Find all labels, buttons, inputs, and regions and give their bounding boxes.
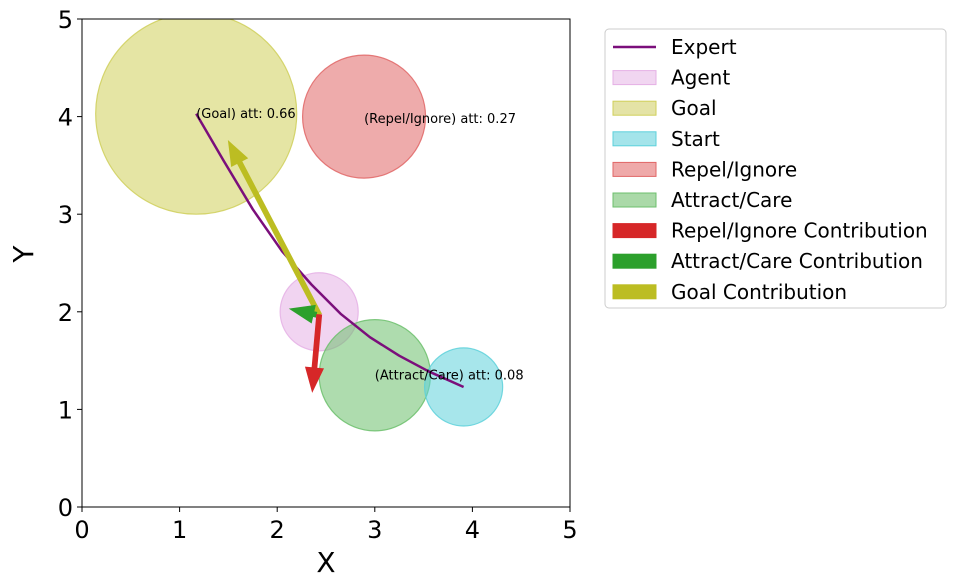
legend-swatch-agent [612, 70, 657, 86]
legend-swatch-attract-care [612, 192, 657, 208]
legend-label-start: Start [671, 127, 720, 151]
legend-swatch-goal [612, 100, 657, 116]
annotations: (Goal) att: 0.66 (Repel/Ignore) att: 0.27… [196, 107, 523, 384]
legend-swatch-goal-contribution [612, 284, 657, 300]
y-tick-label: 2 [58, 299, 73, 327]
legend-label-agent: Agent [671, 66, 730, 90]
annotation-label: (Goal) att: 0.66 [196, 107, 296, 122]
attract-care-contribution-arrow [288, 304, 318, 324]
x-tick-label: 3 [367, 516, 382, 544]
x-axis-label: X [316, 546, 335, 579]
legend-swatch-attract-care-contribution [612, 253, 657, 269]
legend-swatch-repel-ignore [612, 161, 657, 177]
x-tick-label: 4 [465, 516, 480, 544]
y-tick-label: 3 [58, 201, 73, 229]
annotation-label: (Attract/Care) att: 0.08 [375, 369, 524, 384]
plot-frame [81, 18, 571, 508]
legend-label-goal: Goal [671, 96, 717, 120]
x-tick-label: 0 [74, 516, 89, 544]
legend-label-repel-ignore-contribution: Repel/Ignore Contribution [671, 219, 928, 243]
repel-ignore-contribution-arrow [304, 314, 325, 393]
goal-region [95, 19, 298, 215]
legend-swatch-repel-ignore-contribution [612, 223, 657, 239]
expert-path [195, 113, 465, 389]
y-tick-label: 1 [58, 396, 73, 424]
legend-label-goal-contribution: Goal Contribution [671, 280, 847, 304]
x-tick-label: 2 [270, 516, 285, 544]
x-tick-label: 1 [172, 516, 187, 544]
legend: Expert Agent Goal Start Repel/Ignore Attract/… [604, 28, 947, 309]
legend-swatch-start [612, 131, 657, 147]
legend-label-attract-care-contribution: Attract/Care Contribution [671, 249, 923, 273]
y-tick-label: 5 [58, 6, 73, 34]
goal-contribution-arrow [227, 139, 322, 317]
plot-area [95, 19, 504, 432]
axes: 0 1 2 3 4 5 0 1 2 3 4 5 [58, 6, 578, 544]
y-tick-label: 0 [58, 494, 73, 522]
x-tick-label: 5 [562, 516, 577, 544]
legend-label-repel-ignore: Repel/Ignore [671, 157, 797, 181]
legend-label-attract-care: Attract/Care [671, 188, 792, 212]
annotation-label: (Repel/Ignore) att: 0.27 [364, 112, 516, 127]
repel-ignore-region [301, 54, 427, 179]
y-tick-label: 4 [58, 104, 73, 132]
y-axis-label: Y [7, 245, 40, 264]
legend-box [604, 28, 947, 309]
legend-label-expert: Expert [671, 35, 737, 59]
